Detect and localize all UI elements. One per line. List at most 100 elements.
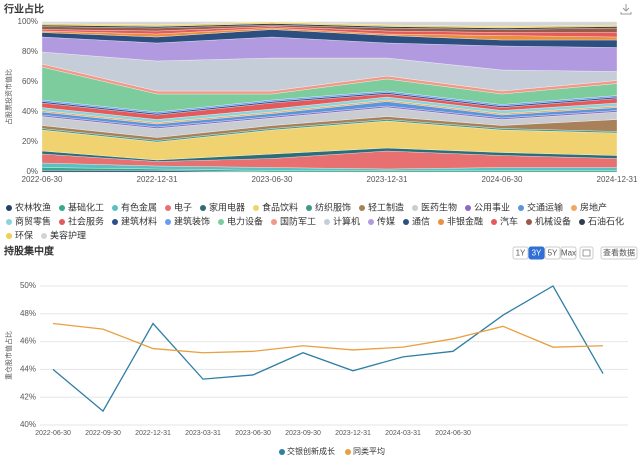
legend-swatch bbox=[279, 449, 285, 455]
legend-label: 农林牧渔 bbox=[15, 201, 51, 212]
y-tick-label: 20% bbox=[22, 137, 38, 146]
legend-swatch bbox=[359, 205, 365, 211]
legend-swatch bbox=[165, 205, 171, 211]
legend-swatch bbox=[526, 219, 532, 225]
legend-label: 纺织服饰 bbox=[315, 201, 351, 212]
legend-swatch bbox=[306, 205, 312, 211]
line bbox=[52, 322, 604, 354]
legend-swatch bbox=[6, 219, 12, 225]
legend-label: 基础化工 bbox=[68, 201, 104, 212]
legend-label: 电力设备 bbox=[227, 215, 263, 226]
legend-swatch bbox=[324, 219, 330, 225]
view-data-label[interactable]: 查看数据 bbox=[603, 248, 635, 258]
legend-swatch bbox=[6, 233, 12, 239]
y-tick-label: 40% bbox=[22, 107, 38, 116]
legend-swatch bbox=[112, 219, 118, 225]
legend-label: 家用电器 bbox=[209, 201, 245, 212]
legend-label: 房地产 bbox=[580, 201, 607, 212]
legend-swatch bbox=[200, 205, 206, 211]
calendar-button[interactable] bbox=[579, 246, 594, 260]
legend-swatch bbox=[518, 205, 524, 211]
legend-swatch bbox=[438, 219, 444, 225]
x-tick-label: 2022-06-30 bbox=[35, 430, 71, 437]
legend-label: 机械设备 bbox=[535, 215, 571, 226]
legend-swatch bbox=[112, 205, 118, 211]
legend-label: 有色金属 bbox=[121, 201, 157, 212]
range-label[interactable]: 5Y bbox=[548, 249, 558, 258]
y-tick-label: 40% bbox=[20, 420, 36, 429]
legend-swatch bbox=[412, 205, 418, 211]
view-data-button[interactable] bbox=[600, 246, 638, 260]
x-tick-label: 2022-12-31 bbox=[135, 430, 171, 437]
range-button[interactable] bbox=[560, 246, 577, 260]
legend-label: 环保 bbox=[15, 229, 33, 240]
y-axis-label: 占股票投资市值比 bbox=[4, 69, 13, 125]
legend-label: 美容护理 bbox=[50, 229, 86, 240]
range-button[interactable] bbox=[512, 246, 529, 260]
range-button[interactable] bbox=[528, 246, 545, 260]
x-tick-label: 2024-06-30 bbox=[435, 430, 471, 437]
y-tick-label: 80% bbox=[22, 47, 38, 56]
legend-label: 汽车 bbox=[500, 215, 518, 226]
range-label[interactable]: 1Y bbox=[516, 249, 526, 258]
legend-label: 通信 bbox=[412, 215, 430, 226]
legend-label: 国防军工 bbox=[280, 215, 316, 226]
y-tick-label: 42% bbox=[20, 392, 36, 401]
legend-swatch bbox=[218, 219, 224, 225]
legend-swatch bbox=[403, 219, 409, 225]
y-tick-label: 46% bbox=[20, 337, 36, 346]
legend-label: 交银创新成长 bbox=[287, 446, 335, 456]
y-axis-label: 重仓股市值占比 bbox=[4, 331, 13, 380]
x-tick-label: 2023-06-30 bbox=[252, 175, 293, 184]
legend-label: 社会服务 bbox=[68, 215, 104, 226]
legend-label: 非银金融 bbox=[447, 215, 483, 226]
legend-label: 计算机 bbox=[333, 215, 360, 226]
legend-label: 医药生物 bbox=[421, 201, 457, 212]
legend-swatch bbox=[41, 233, 47, 239]
section-title: 行业占比 bbox=[3, 3, 44, 16]
legend-label: 建筑材料 bbox=[121, 215, 157, 226]
x-tick-label: 2022-12-31 bbox=[137, 175, 178, 184]
legend-label: 建筑装饰 bbox=[174, 215, 210, 226]
line bbox=[52, 285, 604, 413]
legend-label: 同类平均 bbox=[353, 446, 385, 456]
area bbox=[41, 21, 618, 27]
x-tick-label: 2024-12-31 bbox=[597, 175, 638, 184]
legend-label: 食品饮料 bbox=[262, 201, 298, 212]
legend-label: 电子 bbox=[174, 201, 192, 212]
y-tick-label: 0% bbox=[26, 167, 38, 176]
legend-swatch bbox=[6, 205, 12, 211]
legend-swatch bbox=[465, 205, 471, 211]
x-tick-label: 2023-03-31 bbox=[185, 430, 221, 437]
x-tick-label: 2023-09-30 bbox=[285, 430, 321, 437]
download-icon[interactable] bbox=[620, 4, 632, 15]
legend-label: 石油石化 bbox=[588, 215, 624, 226]
x-tick-label: 2023-12-31 bbox=[335, 430, 371, 437]
legend-swatch bbox=[271, 219, 277, 225]
y-tick-label: 44% bbox=[20, 365, 36, 374]
x-tick-label: 2024-03-31 bbox=[385, 430, 421, 437]
legend-swatch bbox=[571, 205, 577, 211]
legend-label: 商贸零售 bbox=[15, 215, 51, 226]
legend-label: 轻工制造 bbox=[368, 201, 404, 212]
legend-label: 交通运输 bbox=[527, 201, 563, 212]
legend-swatch bbox=[491, 219, 497, 225]
x-tick-label: 2024-06-30 bbox=[482, 175, 523, 184]
section-title: 持股集中度 bbox=[4, 245, 55, 258]
y-tick-label: 60% bbox=[22, 77, 38, 86]
range-button[interactable] bbox=[544, 246, 561, 260]
x-tick-label: 2022-06-30 bbox=[22, 175, 63, 184]
range-label[interactable]: 3Y bbox=[532, 249, 542, 258]
legend-label: 公用事业 bbox=[474, 201, 510, 212]
legend-swatch bbox=[59, 219, 65, 225]
legend-swatch bbox=[165, 219, 171, 225]
x-tick-label: 2022-09-30 bbox=[85, 430, 121, 437]
x-tick-label: 2023-06-30 bbox=[235, 430, 271, 437]
legend-swatch bbox=[345, 449, 351, 455]
y-tick-label: 100% bbox=[18, 17, 38, 26]
legend-swatch bbox=[59, 205, 65, 211]
range-label[interactable]: Max bbox=[561, 249, 576, 258]
y-tick-label: 50% bbox=[20, 281, 36, 290]
legend-swatch bbox=[253, 205, 259, 211]
